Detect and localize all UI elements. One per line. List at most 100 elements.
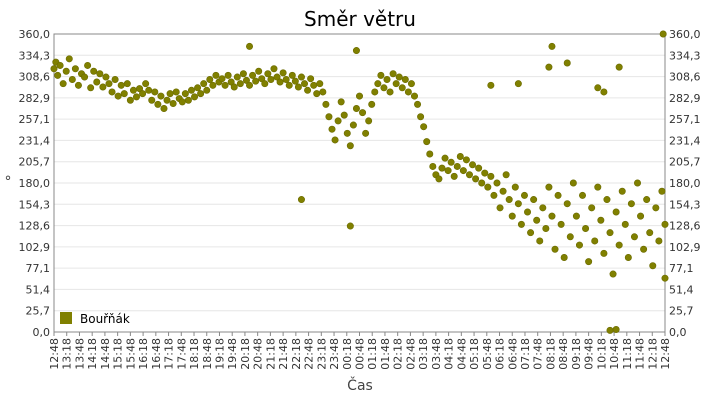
y-tick-label-right: 180,0 — [669, 177, 701, 190]
data-point — [81, 73, 89, 81]
data-point — [386, 88, 394, 96]
data-point — [279, 69, 287, 77]
y-tick-label: 0,0 — [33, 326, 51, 339]
data-point — [652, 204, 660, 212]
data-point — [294, 83, 302, 91]
legend-label: Bouřňák — [80, 312, 130, 326]
data-point — [594, 84, 602, 92]
x-tick-label: 15:48 — [124, 338, 137, 370]
data-point — [331, 136, 339, 144]
data-point — [566, 233, 574, 241]
data-point — [659, 30, 667, 38]
data-point — [447, 158, 455, 166]
data-point — [450, 172, 458, 180]
data-point — [612, 208, 620, 216]
data-point — [484, 183, 492, 191]
x-tick-label: 18:18 — [188, 338, 201, 370]
data-point — [334, 117, 342, 125]
y-tick-label-right: 0,0 — [669, 326, 687, 339]
data-point — [469, 161, 477, 169]
data-point — [438, 164, 446, 172]
y-tick-label-right: 77,1 — [669, 262, 694, 275]
y-tick-label: 154,3 — [19, 198, 51, 211]
y-tick-label: 308,6 — [19, 71, 51, 84]
data-point — [93, 78, 101, 86]
y-axis-right: 0,0 25,7 51,4 77,1 102,9 128,6 154,3 180,0 205,7… — [669, 28, 701, 339]
data-point — [349, 121, 357, 129]
x-tick-label: 21:48 — [277, 338, 290, 370]
data-point — [230, 83, 238, 91]
data-point — [316, 80, 324, 88]
chart-title: Směr větru — [304, 7, 416, 31]
data-point — [325, 113, 333, 121]
data-point — [352, 47, 360, 55]
data-point — [352, 105, 360, 113]
data-point — [340, 111, 348, 119]
data-point — [557, 220, 565, 228]
data-point — [62, 67, 70, 75]
data-point — [264, 70, 272, 78]
y-tick-label-right: 282,9 — [669, 92, 701, 105]
data-point — [227, 78, 235, 86]
data-point — [661, 274, 669, 282]
data-point — [59, 80, 67, 88]
data-point — [465, 171, 473, 179]
x-tick-label: 10:48 — [608, 338, 621, 370]
data-point — [407, 80, 415, 88]
data-point — [548, 212, 556, 220]
y-tick-label: 128,6 — [19, 220, 51, 233]
data-point — [475, 164, 483, 172]
x-tick-label: 04:48 — [455, 338, 468, 370]
data-point — [545, 183, 553, 191]
data-point — [377, 71, 385, 79]
data-point — [472, 175, 480, 183]
data-point — [661, 220, 669, 228]
legend: Bouřňák — [60, 312, 130, 326]
data-point — [288, 71, 296, 79]
data-point — [255, 67, 263, 75]
data-point — [313, 90, 321, 98]
data-point — [200, 80, 208, 88]
data-point — [267, 76, 275, 84]
data-point — [527, 229, 535, 237]
data-point — [139, 90, 147, 98]
data-point — [132, 93, 140, 101]
data-point — [508, 212, 516, 220]
y-tick-label-right: 360,0 — [669, 28, 701, 41]
data-point — [520, 191, 528, 199]
data-point — [624, 254, 632, 262]
y-axis-label: ° — [5, 174, 12, 190]
y-tick-label-right: 257,1 — [669, 113, 701, 126]
x-tick-label: 17:18 — [163, 338, 176, 370]
data-point — [114, 92, 122, 100]
x-tick-label: 02:18 — [392, 338, 405, 370]
data-point — [585, 258, 593, 266]
data-point — [65, 55, 73, 63]
data-point — [184, 96, 192, 104]
data-point — [640, 245, 648, 253]
data-point — [548, 42, 556, 50]
x-tick-label: 22:18 — [290, 338, 303, 370]
data-point — [365, 117, 373, 125]
data-point — [368, 100, 376, 108]
data-point — [273, 73, 281, 81]
data-point — [54, 71, 62, 79]
data-point — [514, 200, 522, 208]
data-point — [343, 129, 351, 137]
data-point — [649, 262, 657, 270]
data-point — [637, 212, 645, 220]
data-point — [435, 175, 443, 183]
data-point — [634, 179, 642, 187]
data-point — [395, 73, 403, 81]
data-point — [355, 92, 363, 100]
data-point — [615, 63, 623, 71]
data-point — [224, 71, 232, 79]
x-tick-label: 07:48 — [532, 338, 545, 370]
x-tick-label: 13:48 — [73, 338, 86, 370]
data-point — [389, 70, 397, 78]
data-point — [533, 216, 541, 224]
y-tick-label: 51,4 — [26, 283, 51, 296]
y-tick-label-right: 128,6 — [669, 220, 701, 233]
y-tick-label: 360,0 — [19, 28, 51, 41]
y-tick-label-right: 102,9 — [669, 241, 701, 254]
